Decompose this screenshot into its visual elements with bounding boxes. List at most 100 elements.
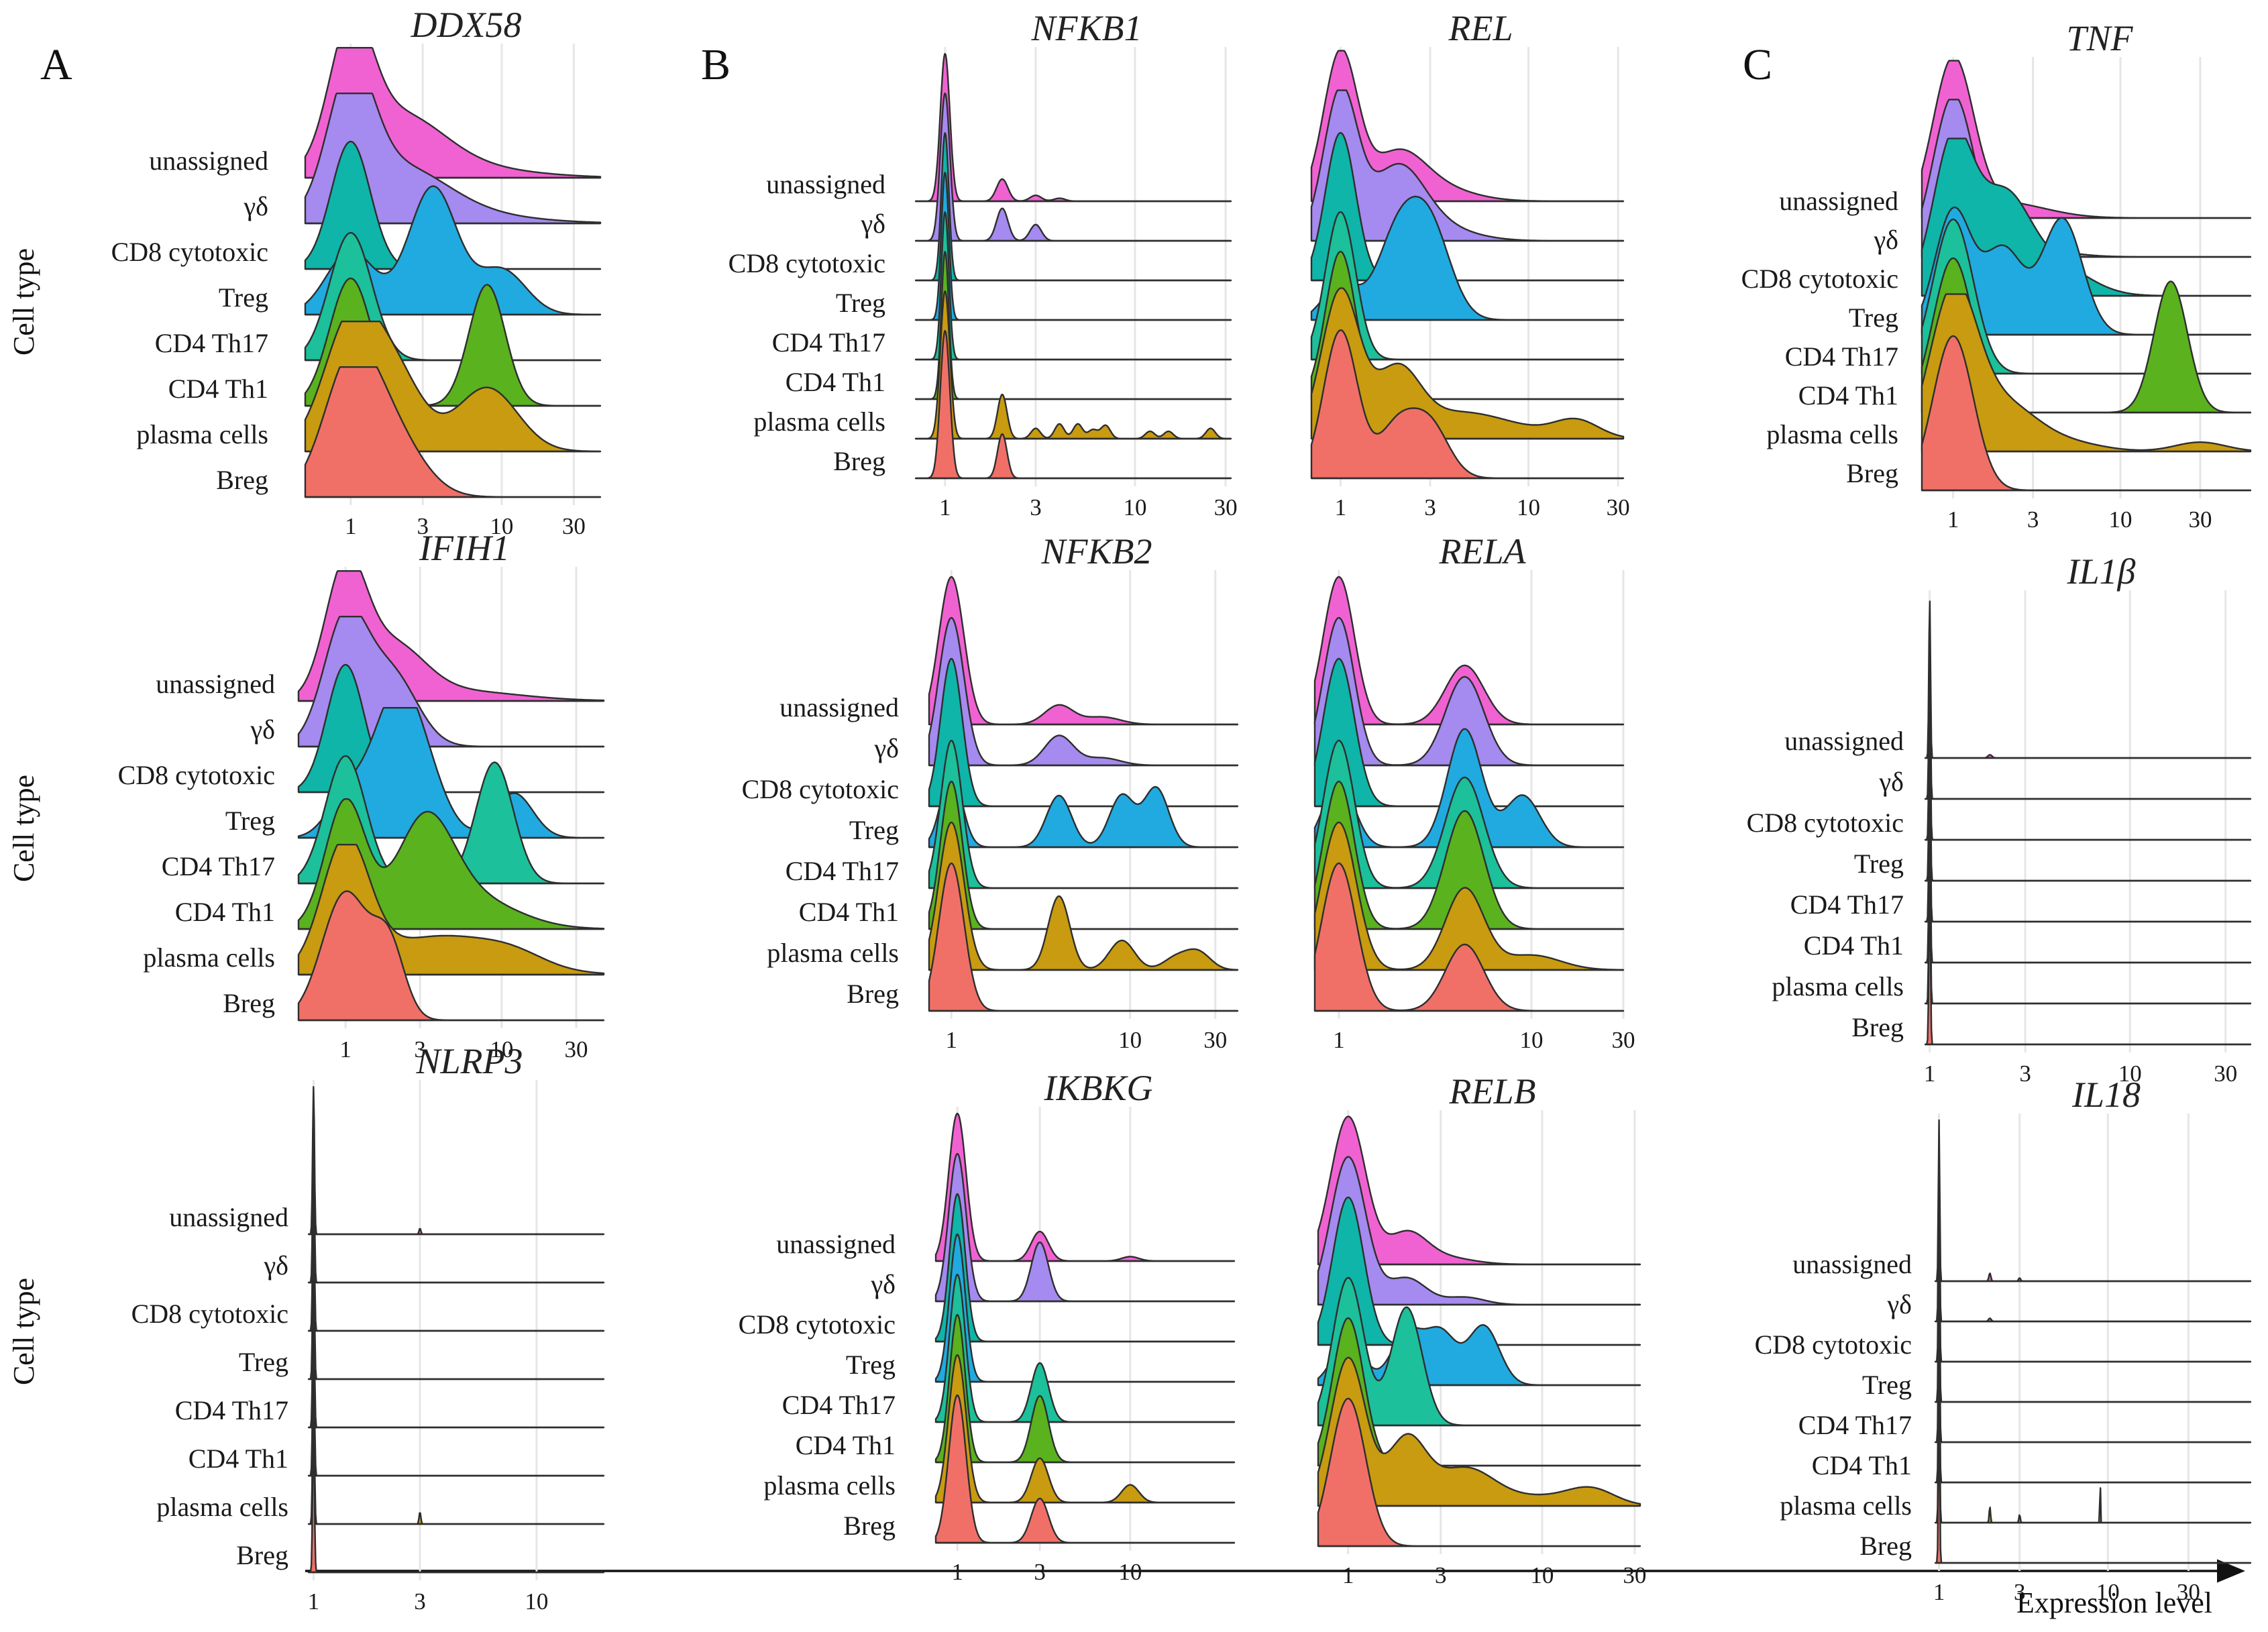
cell-type-label: Treg xyxy=(1854,849,1904,879)
cell-type-label: CD4 Th1 xyxy=(1798,380,1898,411)
ridge-cd4-th1 xyxy=(1924,805,2252,964)
tick-label: 10 xyxy=(2108,506,2132,533)
cell-type-label: Breg xyxy=(223,988,275,1018)
tick-label: 1 xyxy=(939,494,951,521)
cell-type-label: Breg xyxy=(1859,1531,1912,1561)
ridge-cd4-th1 xyxy=(914,251,1232,400)
cell-type-label: unassigned xyxy=(156,669,275,699)
cell-type-label: CD4 Th17 xyxy=(175,1395,288,1425)
tick-label: 1 xyxy=(951,1559,963,1585)
ridge-plasma-cells xyxy=(307,1376,605,1525)
tick-label: 30 xyxy=(2177,1579,2200,1605)
ridge-gamma-delta xyxy=(928,616,1239,767)
tick-label: 1 xyxy=(946,1027,958,1053)
panel-nlrp3: NLRP3 unassigned γδ CD8 cytotoxic Treg CD4 Th… xyxy=(131,1041,605,1615)
tick-label: 1 xyxy=(1947,506,1959,533)
ridge-cd8-cytotoxic xyxy=(1924,682,2252,841)
tick-label: 1 xyxy=(1342,1562,1354,1588)
cell-type-label: plasma cells xyxy=(767,938,899,968)
tick-label: 30 xyxy=(1607,494,1630,521)
cell-type-label: CD4 Th17 xyxy=(1798,1410,1912,1440)
cell-type-label: plasma cells xyxy=(1780,1490,1912,1521)
cell-type-label: Breg xyxy=(843,1511,896,1541)
tick-label: 30 xyxy=(1203,1027,1227,1053)
tick-label: 10 xyxy=(490,1036,513,1063)
cell-type-label: Breg xyxy=(847,979,899,1009)
gene-title: TNF xyxy=(2066,18,2133,58)
cell-type-label: γδ xyxy=(263,1250,288,1281)
ridge-cd4-th17 xyxy=(914,211,1232,361)
ridge-unassigned xyxy=(928,576,1239,726)
cell-type-label: γδ xyxy=(1873,225,1898,255)
gene-title: RELA xyxy=(1439,531,1527,572)
cell-type-label: Treg xyxy=(219,282,268,313)
ridge-gamma-delta xyxy=(1924,641,2252,800)
tick-label: 30 xyxy=(1612,1027,1635,1053)
gene-title: NFKB2 xyxy=(1040,531,1152,572)
ridge-breg xyxy=(1924,887,2252,1046)
tick-label: 30 xyxy=(565,1036,588,1063)
tick-label: 3 xyxy=(414,1036,426,1063)
cell-type-label: unassigned xyxy=(766,169,885,199)
cell-type-label: CD4 Th17 xyxy=(772,327,885,358)
tick-label: 3 xyxy=(2019,1060,2031,1087)
cell-type-label: unassigned xyxy=(1792,1249,1912,1279)
ridge-cd4-th1 xyxy=(307,1327,605,1477)
ridge-gamma-delta xyxy=(304,93,602,225)
cell-type-label: plasma cells xyxy=(763,1470,896,1501)
y-axis-title-row-2: Cell type xyxy=(7,775,40,882)
ridge-treg xyxy=(914,172,1232,321)
tick-label: 30 xyxy=(2188,506,2212,533)
ridge-plasma-cells xyxy=(1313,821,1625,971)
cell-type-label: CD8 cytotoxic xyxy=(742,774,899,804)
panel-relb: RELB 1 3 10 30 xyxy=(1317,1071,1646,1588)
cell-type-label: unassigned xyxy=(169,1202,288,1232)
cell-type-label: CD8 cytotoxic xyxy=(111,237,268,267)
gene-title: DDX58 xyxy=(411,5,522,45)
ridge-gamma-delta xyxy=(934,1152,1236,1303)
cell-type-label: CD4 Th17 xyxy=(786,856,899,886)
ridge-plasma-cells xyxy=(1310,287,1625,440)
cell-type-label: unassigned xyxy=(779,692,899,722)
y-axis-title-row-1: Cell type xyxy=(7,248,40,356)
tick-label: 10 xyxy=(1123,494,1146,521)
tick-label: 10 xyxy=(1118,1559,1142,1585)
ridge-cd8-cytotoxic xyxy=(934,1193,1236,1343)
cell-type-label: plasma cells xyxy=(1772,971,1904,1001)
ridge-unassigned xyxy=(1924,600,2252,759)
tick-label: 3 xyxy=(1435,1562,1447,1588)
ridge-plasma-cells xyxy=(1924,846,2252,1005)
panel-ddx58: DDX58 unassigned γδ CD8 cytotoxic Treg CD4 Th… xyxy=(111,5,602,539)
ridge-plasma-cells xyxy=(1921,293,2252,453)
ridge-cd8-cytotoxic xyxy=(928,657,1239,808)
tick-label: 1 xyxy=(308,1588,320,1615)
cell-type-label: Breg xyxy=(1851,1012,1904,1042)
ridge-plasma-cells xyxy=(914,290,1232,440)
panel-rela: RELA 1 10 30 xyxy=(1313,531,1635,1053)
cell-type-label: unassigned xyxy=(1784,726,1904,756)
tick-label: 3 xyxy=(1030,494,1042,521)
ridge-gamma-delta xyxy=(307,1134,605,1284)
cell-type-label: CD4 Th1 xyxy=(1812,1450,1912,1480)
tick-label: 10 xyxy=(1520,1027,1544,1053)
cell-type-label: γδ xyxy=(243,191,268,221)
cell-type-label: unassigned xyxy=(149,146,268,176)
tick-label: 10 xyxy=(1118,1027,1142,1053)
cell-type-label: CD4 Th1 xyxy=(168,374,268,404)
ridge-plasma-cells xyxy=(934,1354,1236,1504)
cell-type-label: CD4 Th1 xyxy=(1804,930,1904,961)
cell-type-label: unassigned xyxy=(1779,186,1898,216)
gene-title: IKBKG xyxy=(1044,1068,1153,1108)
gene-title: IL18 xyxy=(2071,1075,2141,1115)
cell-type-label: CD4 Th17 xyxy=(162,851,275,881)
tick-label: 3 xyxy=(1034,1559,1046,1585)
ridge-plasma-cells xyxy=(1317,1356,1641,1507)
cell-type-label: CD4 Th1 xyxy=(175,897,275,927)
ridge-gamma-delta xyxy=(1934,1159,2252,1323)
panel-il1beta: IL1β unassigned γδ CD8 cytotoxic Treg CD4 Th1… xyxy=(1747,551,2252,1087)
panel-ikbkg: IKBKG unassigned γδ CD8 cytotoxic Treg CD4 Th… xyxy=(739,1068,1236,1585)
cell-type-label: Treg xyxy=(1849,303,1898,333)
tick-label: 3 xyxy=(2027,506,2039,533)
cell-type-label: γδ xyxy=(870,1269,896,1299)
cell-type-label: CD4 Th17 xyxy=(782,1390,896,1420)
